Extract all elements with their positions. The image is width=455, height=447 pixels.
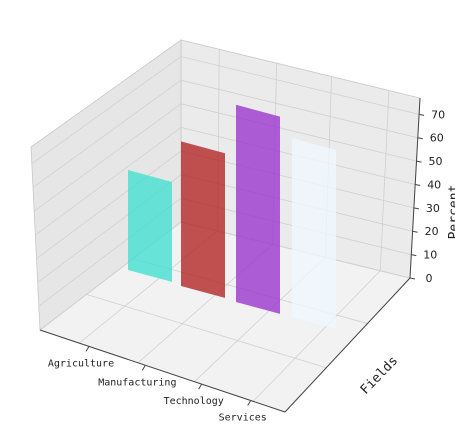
z-tick-label: 10 [423,249,437,262]
bar-services [292,138,336,329]
z-axis-line [409,97,421,279]
z-tick-mark [417,137,423,140]
z-tick-mark [415,184,421,186]
z-axis-ticks: 0 10 20 30 40 50 60 70 [409,108,445,285]
x-tick-label: Technology [164,396,224,407]
bar-agriculture [128,170,172,282]
z-tick-label: 20 [425,225,439,238]
z-tick-label: 70 [431,108,445,121]
y-axis-label: Fields [358,353,401,397]
x-tick-mark [141,365,146,371]
y-axis-line [284,277,411,413]
x-axis-line [39,329,286,413]
z-tick-label: 0 [426,272,433,285]
z-tick-mark [409,277,416,280]
bar-manufacturing [181,141,225,298]
bars-group [128,104,336,329]
x-tick-label: Manufacturing [98,377,176,388]
z-tick-label: 60 [430,132,444,145]
x-tick-mark [85,346,90,352]
x-tick-mark [198,383,203,390]
z-tick-mark [413,207,419,210]
x-axis-ticks: Agriculture Manufacturing Technology Servic… [48,346,267,424]
z-tick-label: 40 [427,178,441,191]
z-tick-mark [416,160,422,163]
z-tick-mark [412,230,418,233]
z-axis-label: Percent [447,185,455,240]
x-tick-mark [247,400,252,406]
z-tick-mark [411,254,417,257]
z-tick-label: 30 [426,202,440,215]
z-tick-label: 50 [428,155,442,168]
bar-technology [236,104,280,314]
x-tick-label: Services [219,413,267,424]
x-tick-label: Agriculture [48,358,114,369]
z-tick-mark [418,113,425,116]
